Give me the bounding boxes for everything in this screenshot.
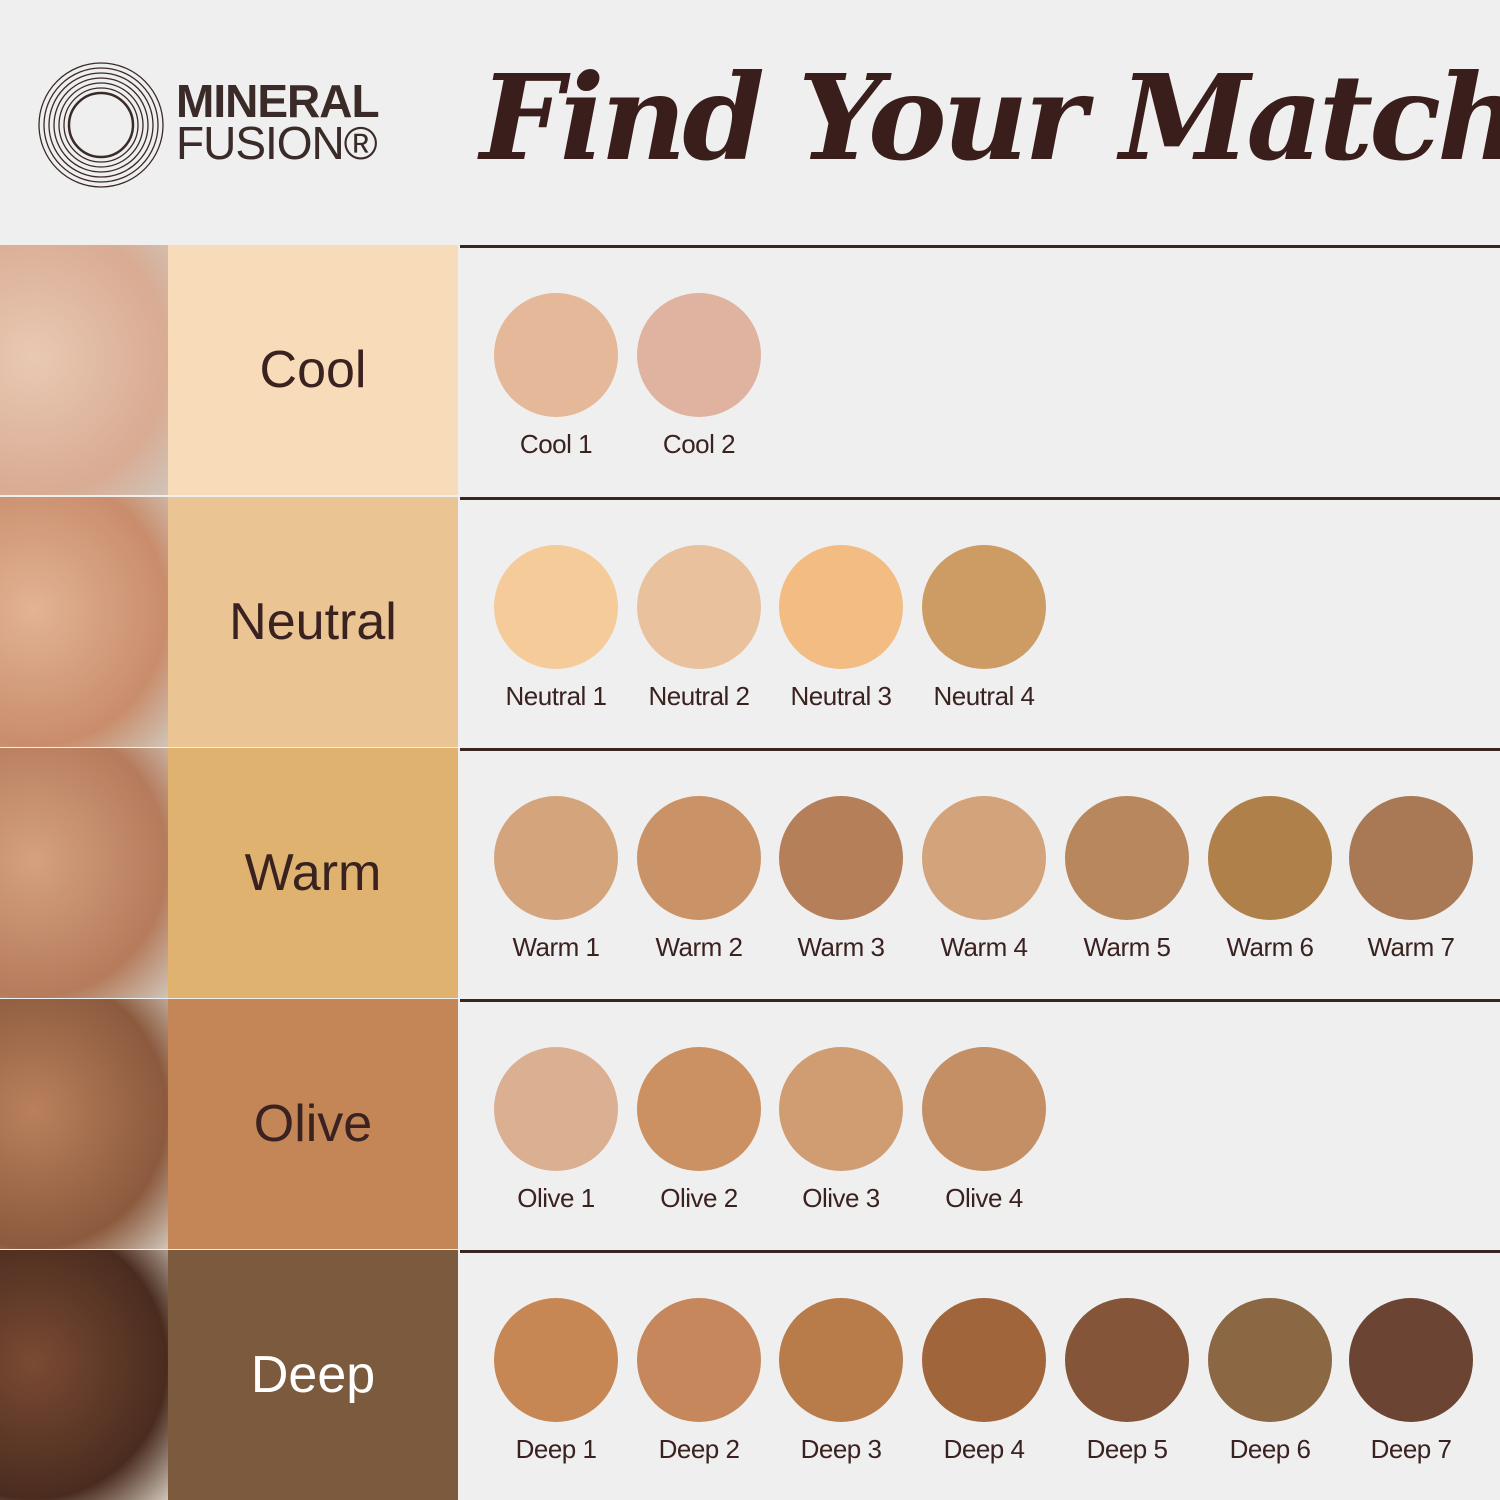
shade-name: Deep 1 [515, 1434, 597, 1464]
shade-name: Warm 7 [1367, 932, 1455, 962]
shade-name: Neutral 4 [933, 681, 1036, 711]
shade-name: Neutral 3 [790, 681, 893, 711]
shade-row-cool: Cool Cool 1 Cool 2 [0, 245, 1500, 495]
shade-swatch[interactable]: Warm 4 [922, 796, 1046, 963]
shade-swatch[interactable]: Deep 6 [1208, 1298, 1332, 1465]
shade-swatch[interactable]: Olive 1 [494, 1047, 618, 1214]
shade-swatch[interactable]: Deep 5 [1065, 1298, 1189, 1465]
shade-circle [779, 1047, 903, 1171]
shade-swatch[interactable]: Warm 5 [1065, 796, 1189, 963]
shade-name: Deep 3 [800, 1434, 882, 1464]
shade-swatch[interactable]: Deep 7 [1349, 1298, 1473, 1465]
shade-name: Neutral 1 [505, 681, 608, 711]
shade-name: Warm 1 [512, 932, 600, 962]
logo-rings-icon [38, 62, 164, 188]
shade-name: Deep 6 [1229, 1434, 1311, 1464]
shade-circle [637, 545, 761, 669]
shade-swatch[interactable]: Deep 1 [494, 1298, 618, 1465]
shade-swatch[interactable]: Warm 7 [1349, 796, 1473, 963]
shade-name: Deep 4 [943, 1434, 1025, 1464]
shade-swatch[interactable]: Warm 6 [1208, 796, 1332, 963]
brand-line1: MINERAL [176, 75, 380, 127]
page-title: Find Your Match [480, 48, 1500, 187]
shade-circle [1208, 796, 1332, 920]
shade-name: Warm 6 [1226, 932, 1314, 962]
category-label: Neutral [168, 497, 458, 747]
shade-swatch[interactable]: Cool 2 [637, 293, 761, 460]
row-divider [460, 1250, 1500, 1253]
model-face-photo [0, 999, 168, 1249]
shade-circle [1065, 1298, 1189, 1422]
shade-circle [922, 1047, 1046, 1171]
shade-circle [637, 1298, 761, 1422]
shade-name: Olive 3 [802, 1183, 880, 1213]
shade-swatch[interactable]: Neutral 3 [779, 545, 903, 712]
shade-swatch[interactable]: Neutral 1 [494, 545, 618, 712]
shade-circle [1349, 1298, 1473, 1422]
category-label: Olive [168, 999, 458, 1249]
row-divider [460, 245, 1500, 248]
model-face-photo [0, 245, 168, 495]
row-divider [460, 748, 1500, 751]
model-face-photo [0, 1250, 168, 1500]
shade-circle [494, 796, 618, 920]
shade-swatch[interactable]: Warm 3 [779, 796, 903, 963]
shade-row-neutral: Neutral Neutral 1 Neutral 2 Neutral 3 Ne… [0, 497, 1500, 747]
shade-circle [922, 796, 1046, 920]
shade-name: Warm 2 [655, 932, 743, 962]
shade-swatch[interactable]: Cool 1 [494, 293, 618, 460]
shade-circle [637, 796, 761, 920]
shade-swatch[interactable]: Deep 4 [922, 1298, 1046, 1465]
shade-circle [494, 1298, 618, 1422]
category-label: Warm [168, 748, 458, 998]
row-divider [460, 999, 1500, 1002]
shade-circle [779, 1298, 903, 1422]
shade-name: Deep 7 [1370, 1434, 1452, 1464]
shade-name: Deep 2 [658, 1434, 740, 1464]
brand-line2: FUSION® [176, 117, 378, 169]
shade-circle [779, 545, 903, 669]
shade-name: Cool 1 [519, 429, 593, 459]
shade-circle [1065, 796, 1189, 920]
shade-circle [779, 796, 903, 920]
shade-name: Olive 2 [660, 1183, 738, 1213]
shade-swatch[interactable]: Neutral 4 [922, 545, 1046, 712]
shade-swatch[interactable]: Deep 3 [779, 1298, 903, 1465]
shade-swatch[interactable]: Warm 2 [637, 796, 761, 963]
shade-swatch[interactable]: Olive 4 [922, 1047, 1046, 1214]
shade-swatch[interactable]: Olive 2 [637, 1047, 761, 1214]
shade-circle [494, 293, 618, 417]
shade-row-deep: Deep Deep 1 Deep 2 Deep 3 Deep 4 Deep 5 … [0, 1250, 1500, 1500]
brand-logo: MINERAL FUSION® [36, 60, 436, 190]
model-face-photo [0, 748, 168, 998]
shade-circle [922, 545, 1046, 669]
category-label: Cool [168, 245, 458, 495]
shade-name: Deep 5 [1086, 1434, 1168, 1464]
shade-swatch[interactable]: Warm 1 [494, 796, 618, 963]
shade-name: Olive 1 [517, 1183, 595, 1213]
shade-name: Neutral 2 [648, 681, 751, 711]
shade-circle [494, 545, 618, 669]
row-divider [460, 497, 1500, 500]
shade-circle [922, 1298, 1046, 1422]
shade-circle [1349, 796, 1473, 920]
category-label: Deep [168, 1250, 458, 1500]
shade-circle [637, 1047, 761, 1171]
shade-row-olive: Olive Olive 1 Olive 2 Olive 3 Olive 4 [0, 999, 1500, 1249]
shade-name: Warm 5 [1083, 932, 1171, 962]
shade-swatch[interactable]: Neutral 2 [637, 545, 761, 712]
shade-name: Warm 3 [797, 932, 885, 962]
shade-name: Cool 2 [662, 429, 736, 459]
shade-row-warm: Warm Warm 1 Warm 2 Warm 3 Warm 4 Warm 5 … [0, 748, 1500, 998]
shade-name: Warm 4 [940, 932, 1028, 962]
shade-name: Olive 4 [945, 1183, 1023, 1213]
shade-swatch[interactable]: Deep 2 [637, 1298, 761, 1465]
model-face-photo [0, 497, 168, 747]
shade-circle [1208, 1298, 1332, 1422]
shade-circle [637, 293, 761, 417]
shade-circle [494, 1047, 618, 1171]
shade-swatch[interactable]: Olive 3 [779, 1047, 903, 1214]
